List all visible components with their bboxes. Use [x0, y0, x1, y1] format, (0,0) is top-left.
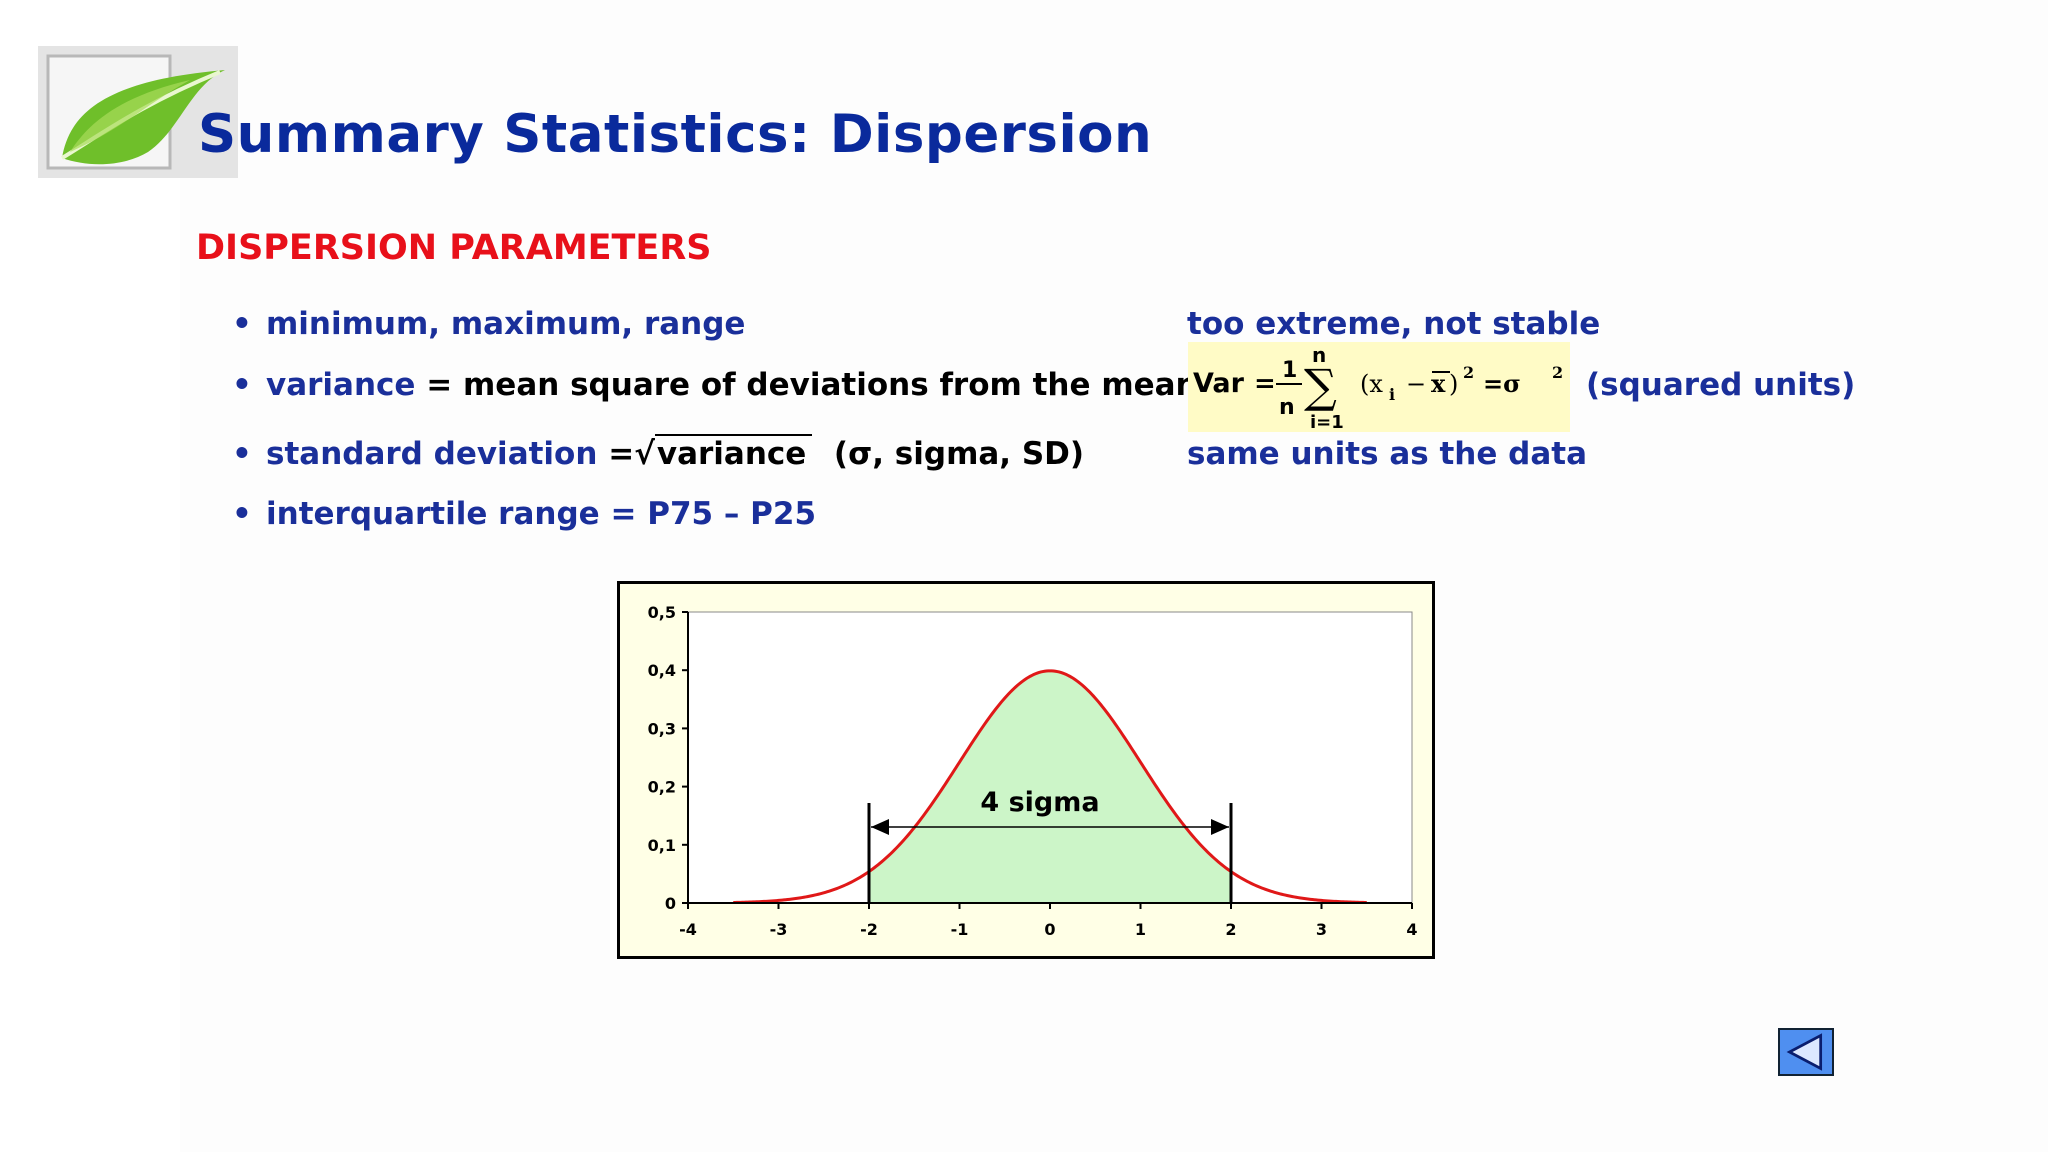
x-tick-label: 2	[1225, 920, 1236, 939]
sqrt-text: variance	[654, 434, 813, 472]
slide-background	[180, 0, 2048, 1152]
x-tick-label: -4	[679, 920, 697, 939]
bullet-sd-aliases: (σ, sigma, SD)	[833, 436, 1085, 472]
arrow-right-icon	[1211, 819, 1229, 835]
formula-close: )	[1449, 370, 1458, 398]
formula-sum-top: n	[1312, 343, 1326, 367]
section-heading: DISPERSION PARAMETERS	[196, 228, 712, 268]
bullet-sd-label: standard deviation	[266, 436, 598, 472]
formula-power: 2	[1463, 363, 1474, 382]
chart-svg: -4 -3 -2 -1 0 1 2 3 4 0 0,1 0,2 0,3 0,4 0,5 4 sigma	[648, 603, 1418, 939]
bullet-sd-eq: =	[597, 436, 635, 472]
formula-sum-bottom: i=1	[1310, 412, 1344, 432]
x-tick-label: -3	[770, 920, 788, 939]
x-tick-label: 4	[1406, 920, 1417, 939]
variance-formula: Var = 1 n n ∑ i=1 (x i − x ) 2 =σ 2	[1188, 342, 1570, 433]
bullet-variance-definition: = mean square of deviations from the mea…	[415, 367, 1198, 403]
arrow-left-icon	[871, 819, 889, 835]
y-tick-label: 0,4	[648, 661, 676, 680]
sigma-annotation: 4 sigma	[980, 787, 1099, 818]
note-range: too extreme, not stable	[1187, 306, 1601, 342]
bullet-dot: •	[232, 306, 252, 342]
back-button[interactable]	[1778, 1028, 1834, 1076]
bullet-iqr: • interquartile range = P75 – P25	[232, 496, 816, 532]
bullet-dot: •	[232, 436, 252, 472]
y-tick-label: 0,2	[648, 778, 676, 797]
sqrt-expression: √variance	[634, 434, 813, 472]
x-tick-label: -2	[860, 920, 878, 939]
sqrt-icon: √	[634, 436, 655, 472]
formula-num: 1	[1282, 358, 1297, 383]
formula-minus: −	[1406, 370, 1426, 398]
x-tick-label: 1	[1135, 920, 1146, 939]
bullet-variance-label: variance	[266, 367, 416, 403]
bullet-range: • minimum, maximum, range	[232, 306, 745, 342]
bullet-range-text: minimum, maximum, range	[266, 306, 746, 342]
note-variance: (squared units)	[1586, 367, 1856, 403]
formula-sub: i	[1389, 385, 1395, 404]
y-tick-label: 0	[665, 894, 676, 913]
formula-xbar: x	[1431, 369, 1446, 398]
shaded-area	[869, 670, 1231, 903]
normal-curve-line	[733, 669, 1367, 904]
bullet-dot: •	[232, 496, 252, 532]
x-tick-label: -1	[951, 920, 969, 939]
formula-den: n	[1279, 395, 1295, 420]
y-tick-label: 0,1	[648, 836, 676, 855]
page-title: Summary Statistics: Dispersion	[198, 104, 1153, 165]
note-sd: same units as the data	[1187, 436, 1588, 472]
bullet-sd: • standard deviation =√variance (σ, sigma…	[232, 434, 1085, 472]
formula-var: Var	[1193, 368, 1245, 399]
normal-distribution-chart: -4 -3 -2 -1 0 1 2 3 4 0 0,1 0,2 0,3 0,4 0,5 4 sigma	[617, 581, 1435, 959]
formula-sigma: =σ	[1483, 369, 1521, 398]
formula-sigma-power: 2	[1552, 363, 1563, 382]
bullet-iqr-text: interquartile range = P75 – P25	[266, 496, 817, 532]
y-tick-label: 0,5	[648, 603, 676, 622]
x-tick-label: 3	[1316, 920, 1327, 939]
x-tick-label: 0	[1044, 920, 1055, 939]
y-tick-label: 0,3	[648, 719, 676, 738]
formula-body: (x	[1360, 370, 1383, 398]
formula-sum-symbol: ∑	[1304, 359, 1337, 413]
left-triangle-icon	[1786, 1033, 1823, 1071]
formula-eq: =	[1254, 369, 1276, 399]
bullet-dot: •	[232, 367, 252, 403]
leaf-logo	[30, 40, 240, 180]
bullet-variance: • variance = mean square of deviations fr…	[232, 367, 1198, 403]
